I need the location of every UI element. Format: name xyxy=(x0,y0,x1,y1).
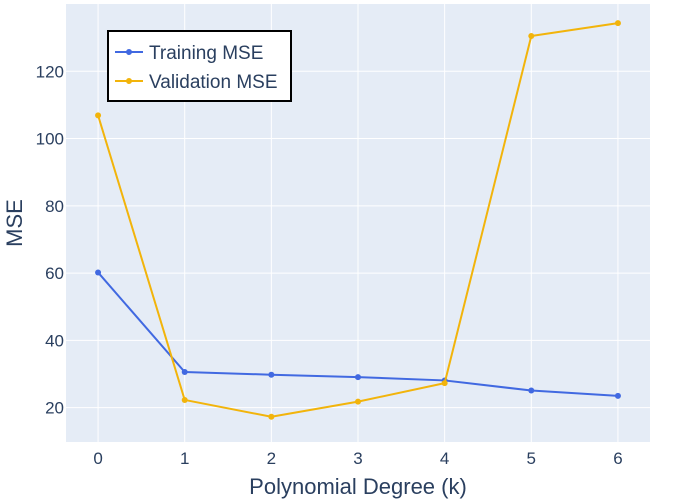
legend-box xyxy=(107,30,292,102)
x-tick-label: 1 xyxy=(180,449,189,468)
data-point xyxy=(528,32,535,39)
data-point xyxy=(614,20,621,27)
x-tick-label: 0 xyxy=(93,449,102,468)
data-point xyxy=(95,269,102,276)
y-tick-label: 40 xyxy=(45,331,64,350)
data-point xyxy=(614,392,621,399)
data-point xyxy=(181,396,188,403)
y-tick-label: 120 xyxy=(36,62,64,81)
series-lines xyxy=(95,20,621,420)
data-point xyxy=(268,371,275,378)
y-tick-label: 20 xyxy=(45,399,64,418)
data-point xyxy=(528,387,535,394)
legend: Training MSE Validation MSE xyxy=(107,30,292,102)
y-tick-label: 80 xyxy=(45,197,64,216)
y-tick-label: 60 xyxy=(45,264,64,283)
data-point xyxy=(355,374,361,381)
x-tick-label: 4 xyxy=(440,449,449,468)
legend-marker-validation xyxy=(126,78,132,84)
x-axis-title: Polynomial Degree (k) xyxy=(249,474,467,499)
data-point xyxy=(95,112,102,119)
x-tick-label: 6 xyxy=(613,449,622,468)
data-point xyxy=(268,413,275,420)
data-point xyxy=(441,380,448,387)
y-tick-label: 100 xyxy=(36,130,64,149)
legend-label-validation: Validation MSE xyxy=(149,72,278,93)
ticks: 0 1 2 3 4 5 6 20 40 60 80 100 120 xyxy=(36,62,623,468)
legend-label-training: Training MSE xyxy=(149,43,263,64)
x-tick-label: 3 xyxy=(353,449,362,468)
data-point xyxy=(181,369,188,376)
x-tick-label: 2 xyxy=(267,449,276,468)
data-point xyxy=(355,398,361,405)
y-axis-title: MSE xyxy=(2,199,27,247)
legend-marker-training xyxy=(126,49,132,55)
x-tick-label: 5 xyxy=(527,449,536,468)
